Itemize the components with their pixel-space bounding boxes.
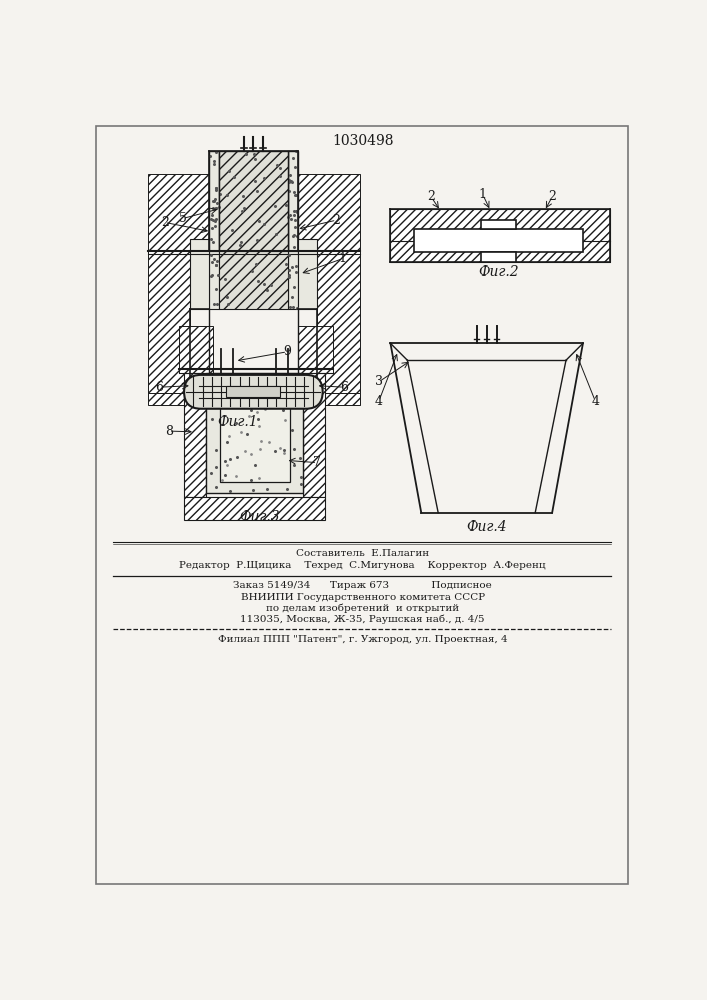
Bar (218, 151, 288, 251)
Bar (184, 497, 325, 520)
Text: 2: 2 (548, 190, 556, 204)
Text: ВНИИПИ Государственного комитета СССР: ВНИИПИ Государственного комитета СССР (240, 593, 485, 602)
Bar (298, 239, 317, 309)
Bar (209, 151, 218, 251)
Text: 8: 8 (165, 425, 173, 438)
Text: Фиг.3: Фиг.3 (239, 510, 280, 524)
FancyBboxPatch shape (184, 375, 322, 409)
Bar (206, 373, 303, 493)
Text: 1: 1 (339, 252, 346, 265)
Bar (226, 386, 281, 397)
Bar (481, 252, 516, 262)
Bar (209, 251, 218, 309)
Text: 113035, Москва, Ж-35, Раушская наб., д. 4/5: 113035, Москва, Ж-35, Раушская наб., д. … (240, 614, 485, 624)
Text: Филиал ППП "Патент", г. Ужгород, ул. Проектная, 4: Филиал ППП "Патент", г. Ужгород, ул. Про… (218, 635, 508, 644)
Bar (148, 393, 360, 405)
Bar (303, 373, 325, 497)
Text: 2: 2 (427, 190, 436, 204)
Bar (218, 251, 288, 309)
Text: Фиг.4: Фиг.4 (467, 520, 507, 534)
Bar (481, 220, 516, 229)
Text: Редактор  Р.Щицика    Техред  С.Мигунова    Корректор  А.Ференц: Редактор Р.Щицика Техред С.Мигунова Корр… (180, 561, 546, 570)
Text: 2: 2 (332, 214, 341, 227)
Text: 3: 3 (375, 375, 383, 388)
Text: 9: 9 (284, 345, 291, 358)
Bar (298, 326, 333, 373)
Text: 6: 6 (340, 381, 349, 394)
Text: по делам изобретений  и открытий: по делам изобретений и открытий (266, 603, 460, 613)
Text: Составитель  Е.Палагин: Составитель Е.Палагин (296, 549, 429, 558)
Bar (390, 209, 610, 262)
Text: 1: 1 (479, 188, 487, 201)
Bar (148, 251, 190, 393)
Bar (190, 239, 209, 309)
Bar (317, 251, 360, 393)
Bar (148, 174, 209, 251)
Text: 7: 7 (313, 456, 321, 469)
Text: 1030498: 1030498 (332, 134, 394, 148)
Text: Заказ 5149/34      Тираж 673             Подписное: Заказ 5149/34 Тираж 673 Подписное (233, 581, 492, 590)
Text: 4: 4 (591, 395, 600, 408)
Text: Фиг.1: Фиг.1 (218, 415, 258, 429)
Text: 4: 4 (375, 395, 383, 408)
Bar (414, 229, 583, 252)
Bar (184, 373, 206, 497)
Text: 2: 2 (161, 216, 169, 229)
Text: 6: 6 (156, 381, 163, 394)
Bar (298, 174, 360, 251)
Bar (179, 326, 214, 373)
Bar (288, 251, 298, 309)
Bar (288, 151, 298, 251)
Text: Фиг.2: Фиг.2 (478, 265, 518, 279)
Text: 5: 5 (179, 212, 187, 225)
Bar (219, 400, 290, 482)
